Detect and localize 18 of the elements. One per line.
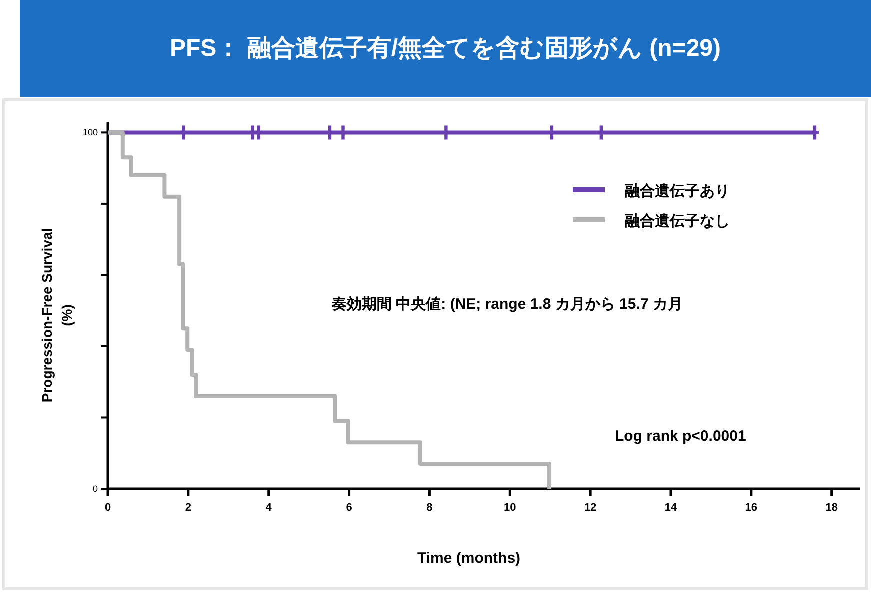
x-axis-title: Time (months) [417,550,521,567]
x-tick-label: 12 [584,502,597,514]
x-tick-label: 2 [185,502,192,514]
x-tick-label: 16 [745,502,758,514]
annotation: Log rank p<0.0001 [615,428,746,445]
x-tick-label: 4 [266,502,273,514]
x-tick-label: 0 [104,502,112,514]
annotation: 奏効期間 中央値: (NE; range 1.8 カ月から 15.7 カ月 [331,296,683,313]
x-tick-label: 10 [504,502,516,514]
y-tick-label: 100 [82,128,98,138]
x-tick-label: 18 [826,502,838,514]
x-tick-label: 6 [346,502,352,514]
chart-title: PFS： 融合遺伝子有/無全てを含む固形がん (n=29) [170,35,722,62]
x-tick-label: 14 [664,502,678,514]
legend-label: 融合遺伝子なし [625,213,730,230]
legend-label: 融合遺伝子あり [625,183,730,200]
x-tick-label: 8 [426,502,433,514]
y-axis-title: Progression-Free Survival (%) [39,228,75,403]
